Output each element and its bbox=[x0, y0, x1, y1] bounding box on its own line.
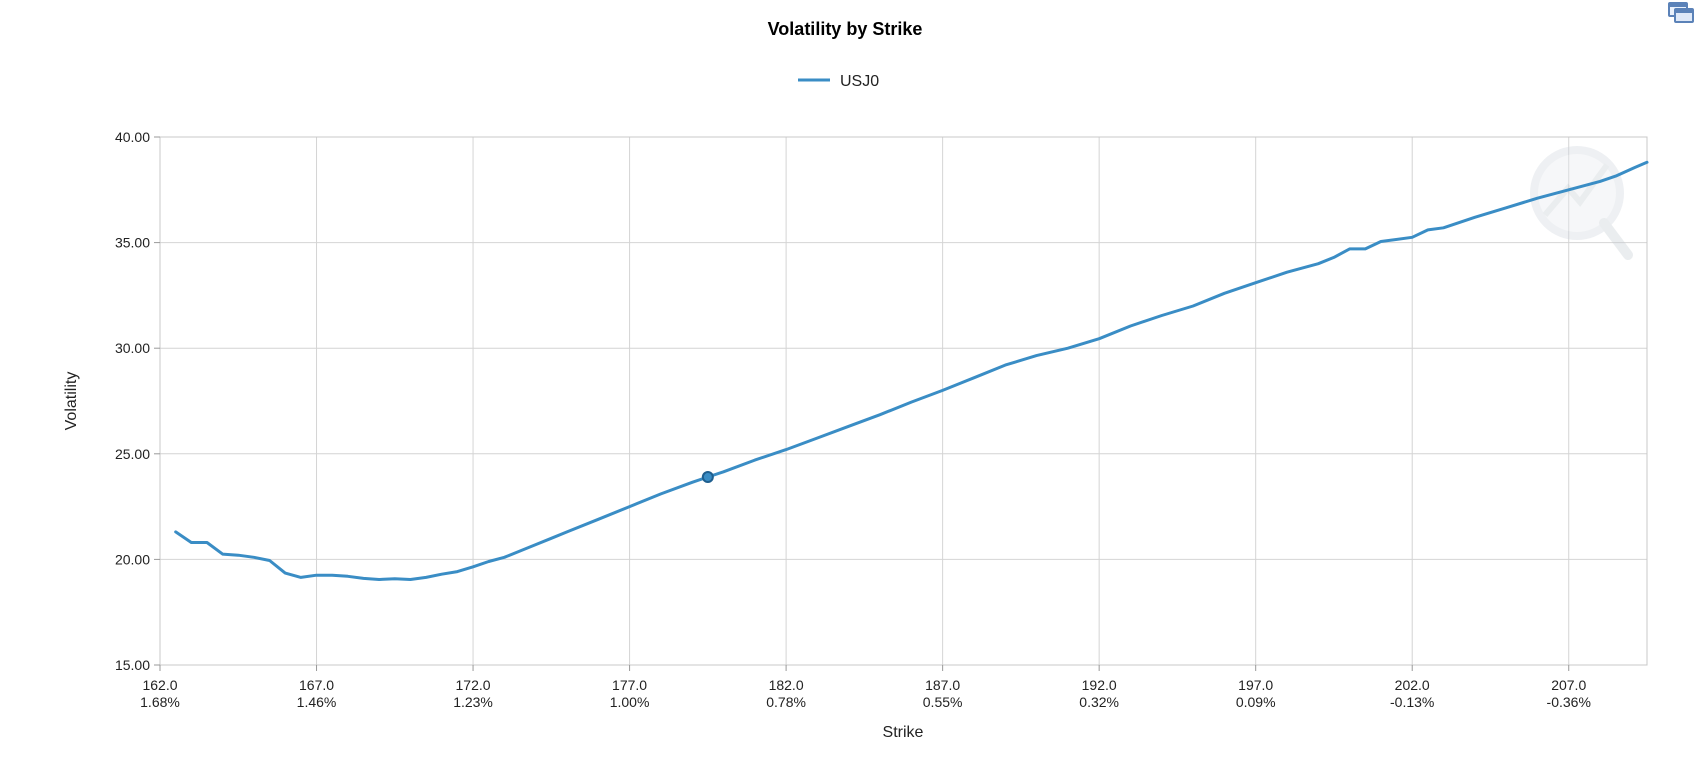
x-tick-sublabel: 1.46% bbox=[297, 694, 337, 710]
x-tick-label: 192.0 bbox=[1082, 677, 1117, 693]
series-layer bbox=[174, 160, 1649, 581]
x-tick-label: 187.0 bbox=[925, 677, 960, 693]
x-axis-ticks: 162.01.68% 167.01.46% 172.01.23% 177.01.00%… bbox=[140, 665, 1591, 710]
restore-window-front-icon bbox=[1674, 8, 1694, 23]
x-tick-sublabel: 0.78% bbox=[766, 694, 806, 710]
x-tick-label: 182.0 bbox=[769, 677, 804, 693]
x-tick-sublabel: -0.13% bbox=[1390, 694, 1434, 710]
x-tick-label: 162.0 bbox=[142, 677, 177, 693]
legend-label: USJ0 bbox=[840, 73, 879, 90]
y-tick-label: 25.00 bbox=[115, 446, 150, 462]
chart-legend[interactable]: USJ0 bbox=[798, 73, 879, 90]
y-tick-label: 30.00 bbox=[115, 340, 150, 356]
search-chart-watermark-icon bbox=[1530, 146, 1633, 260]
x-tick-sublabel: 0.32% bbox=[1079, 694, 1119, 710]
y-tick-label: 15.00 bbox=[115, 657, 150, 673]
x-tick-sublabel: 1.68% bbox=[140, 694, 180, 710]
x-tick-sublabel: 0.55% bbox=[923, 694, 963, 710]
x-tick-label: 207.0 bbox=[1551, 677, 1586, 693]
x-tick-sublabel: -0.36% bbox=[1547, 694, 1591, 710]
highlighted-data-point[interactable] bbox=[701, 471, 714, 484]
y-axis-label: Volatility bbox=[63, 372, 80, 431]
x-tick-label: 202.0 bbox=[1395, 677, 1430, 693]
grid-lines bbox=[159, 136, 1647, 666]
x-tick-sublabel: 1.00% bbox=[610, 694, 650, 710]
y-tick-label: 40.00 bbox=[115, 129, 150, 145]
y-axis-ticks: 15.00 20.00 25.00 30.00 35.00 40.00 bbox=[115, 129, 160, 673]
x-tick-sublabel: 0.09% bbox=[1236, 694, 1276, 710]
chart-title: Volatility by Strike bbox=[768, 19, 923, 39]
x-tick-sublabel: 1.23% bbox=[453, 694, 493, 710]
x-tick-label: 172.0 bbox=[456, 677, 491, 693]
x-axis-label: Strike bbox=[883, 724, 924, 741]
series-line-usj0[interactable] bbox=[174, 160, 1649, 581]
y-tick-label: 35.00 bbox=[115, 235, 150, 251]
x-tick-label: 177.0 bbox=[612, 677, 647, 693]
x-tick-label: 197.0 bbox=[1238, 677, 1273, 693]
restore-window-icon[interactable] bbox=[1668, 2, 1698, 26]
x-tick-label: 167.0 bbox=[299, 677, 334, 693]
y-tick-label: 20.00 bbox=[115, 551, 150, 567]
plot-area bbox=[159, 136, 1648, 666]
